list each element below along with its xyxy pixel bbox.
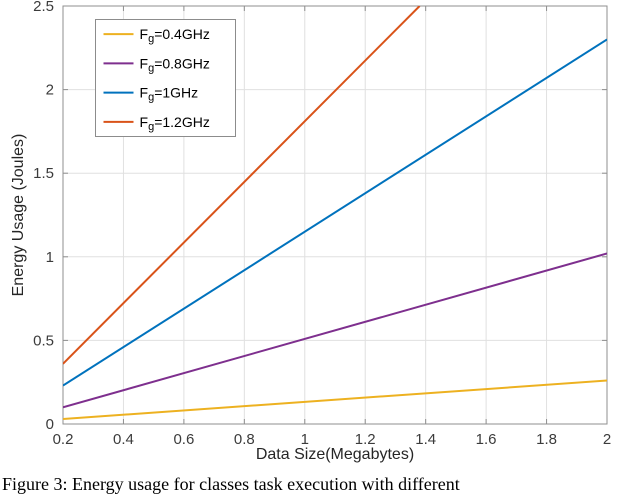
series-line-F_g=0.4GHz: [63, 379, 607, 420]
series-line-F_g=1.2GHz: [63, 6, 421, 365]
x-tick-label: 1: [301, 431, 309, 448]
y-axis-label: Energy Usage (Joules): [10, 133, 27, 297]
x-tick-label: 0.6: [173, 431, 194, 448]
x-tick-label: 1.4: [415, 431, 436, 448]
legend-label-F_g=0.4GHz: Fg=0.4GHz: [140, 26, 210, 45]
series-group: [63, 6, 607, 420]
line-chart-canvas: 0.2 0.4 0.6 0.8 1 1.2 1.4 1.6 1.8 2 0 0.5 1 1.5 2 2.5 Fg…: [33, 0, 611, 448]
x-tick-label: 0.8: [234, 431, 255, 448]
y-tick-label: 2: [46, 82, 54, 99]
x-tick-label: 1.2: [355, 431, 376, 448]
legend-box: [95, 19, 236, 137]
legend: Fg=0.4GHz Fg=0.8GHz Fg=1GHz Fg=1.2GHz: [95, 19, 236, 137]
series-line-F_g=0.8GHz: [63, 252, 607, 409]
y-tick-label: 0: [46, 416, 54, 433]
legend-label-F_g=1.2GHz: Fg=1.2GHz: [140, 114, 210, 133]
y-tick-label: 2.5: [33, 0, 54, 15]
series-line-F_g=1GHz: [63, 38, 607, 387]
y-tick-label: 0.5: [33, 332, 54, 349]
x-tick-label: 2: [603, 431, 611, 448]
plot-border: [62, 5, 608, 425]
x-axis-label: Data Size(Megabytes): [255, 446, 415, 463]
x-tick-label: 0.4: [113, 431, 134, 448]
legend-label-F_g=0.8GHz: Fg=0.8GHz: [140, 55, 210, 74]
x-tick-label: 1.6: [476, 431, 497, 448]
y-tick-label: 1.5: [33, 165, 54, 182]
y-tick-label: 1: [46, 249, 54, 266]
x-tick-label: 0.2: [53, 431, 74, 448]
figure-caption: Figure 3: Energy usage for classes task …: [2, 474, 460, 494]
x-tick-label: 1.8: [536, 431, 557, 448]
legend-label-F_g=1GHz: Fg=1GHz: [140, 85, 199, 104]
